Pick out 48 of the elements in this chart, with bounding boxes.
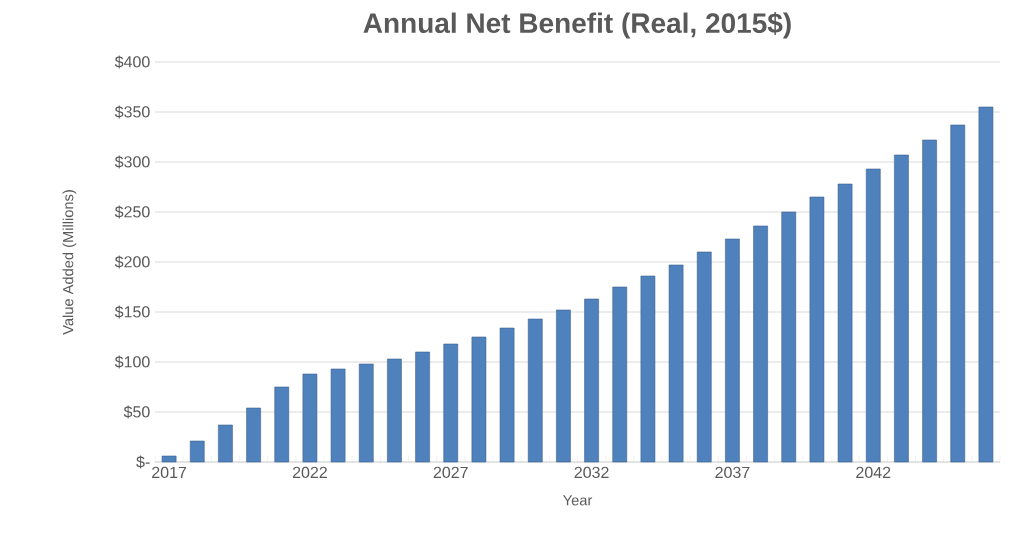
bar — [527, 318, 543, 463]
bar — [809, 196, 825, 463]
bar — [584, 298, 599, 463]
y-tick-label: $- — [136, 455, 150, 469]
y-tick-label: $100 — [114, 355, 150, 369]
x-tick-label: 2027 — [433, 466, 468, 479]
bar — [499, 327, 515, 463]
bar — [781, 211, 797, 463]
y-tick-label: $150 — [114, 305, 150, 319]
bar — [668, 264, 684, 463]
y-tick-label: $300 — [114, 155, 150, 169]
bar — [950, 124, 966, 463]
bar — [471, 336, 487, 463]
bar — [753, 225, 768, 463]
bar — [387, 358, 402, 463]
bar — [218, 424, 233, 463]
bar — [865, 168, 881, 463]
bar — [696, 251, 712, 463]
x-tick-label: 2032 — [574, 466, 609, 479]
x-axis-title: Year — [563, 495, 593, 506]
bar — [358, 363, 374, 463]
y-tick-label: $200 — [114, 255, 150, 269]
bar — [274, 386, 290, 463]
x-tick-label: 2037 — [715, 466, 750, 479]
bar — [894, 154, 909, 463]
bar — [725, 238, 740, 463]
y-tick-label: $250 — [114, 205, 150, 219]
bar — [415, 351, 430, 463]
bar — [302, 373, 318, 463]
bar — [189, 440, 205, 463]
x-tick-label: 2017 — [152, 466, 187, 479]
x-tick-label: 2042 — [856, 466, 891, 479]
bar — [443, 343, 459, 463]
y-tick-label: $50 — [123, 405, 150, 419]
bar — [612, 286, 628, 463]
bar — [978, 106, 994, 463]
bar — [161, 455, 177, 463]
bar — [922, 139, 937, 463]
chart-title: Annual Net Benefit (Real, 2015$) — [363, 12, 791, 39]
bar — [837, 183, 853, 463]
bar — [330, 368, 346, 463]
y-axis-title: Value Added (Millions) — [62, 190, 77, 335]
bar — [640, 275, 656, 463]
bar — [556, 309, 571, 463]
bar — [246, 407, 261, 463]
x-tick-label: 2022 — [292, 466, 327, 479]
y-tick-label: $400 — [114, 55, 150, 69]
y-tick-label: $350 — [114, 105, 150, 119]
